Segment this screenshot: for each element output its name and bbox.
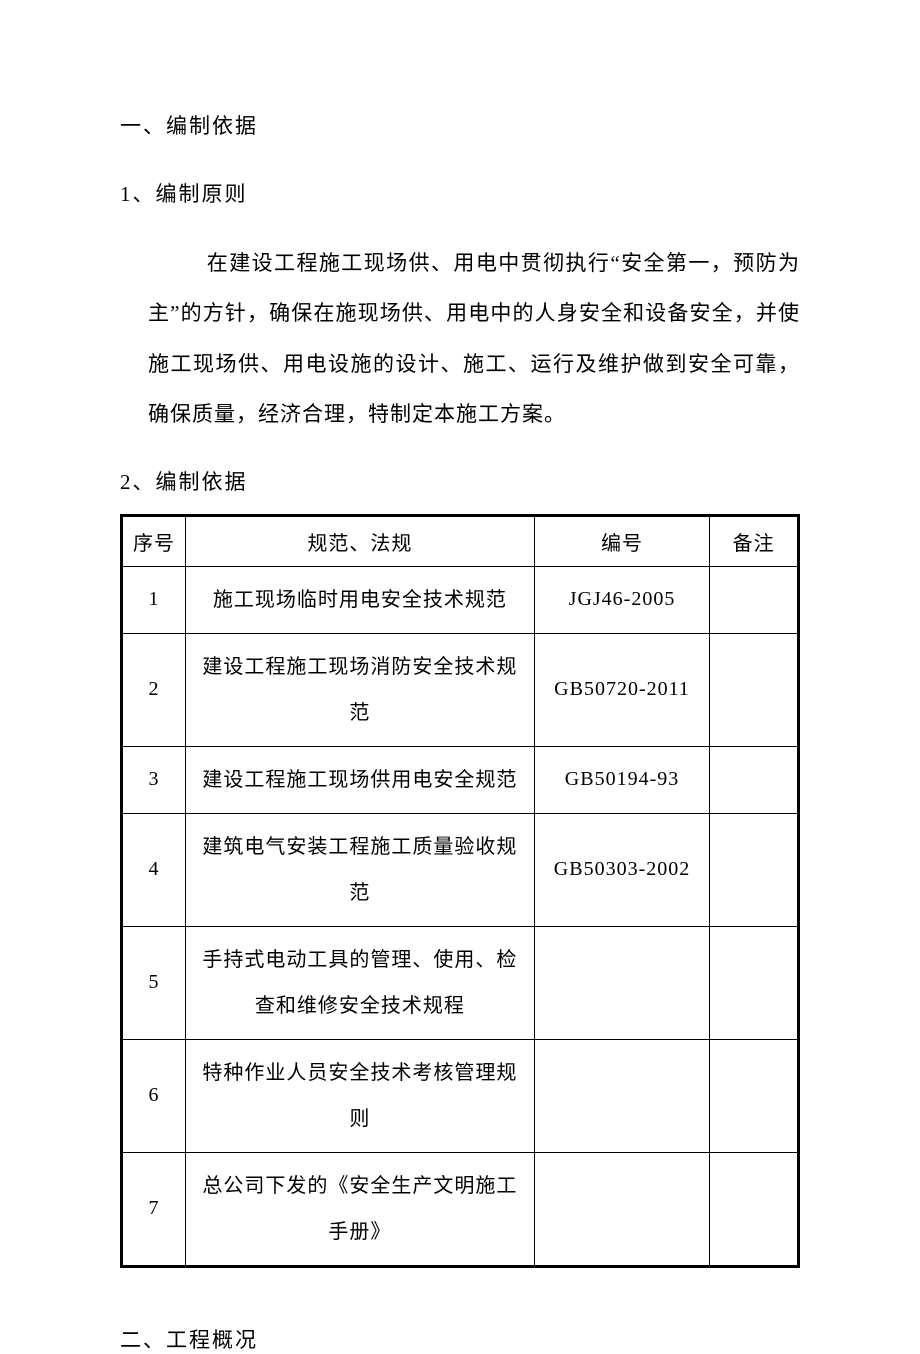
cell-seq: 1 xyxy=(122,566,186,633)
standards-table-wrapper: 序号 规范、法规 编号 备注 1 施工现场临时用电安全技术规范 JGJ46-20… xyxy=(120,514,800,1268)
table-row: 6 特种作业人员安全技术考核管理规则 xyxy=(122,1039,799,1152)
cell-spec: 手持式电动工具的管理、使用、检查和维修安全技术规程 xyxy=(185,926,534,1039)
section-1-title: 一、编制依据 xyxy=(120,110,800,140)
cell-spec: 施工现场临时用电安全技术规范 xyxy=(185,566,534,633)
cell-code: JGJ46-2005 xyxy=(534,566,709,633)
cell-spec: 特种作业人员安全技术考核管理规则 xyxy=(185,1039,534,1152)
cell-code: GB50194-93 xyxy=(534,746,709,813)
cell-seq: 5 xyxy=(122,926,186,1039)
cell-note xyxy=(710,813,799,926)
cell-spec: 总公司下发的《安全生产文明施工手册》 xyxy=(185,1152,534,1266)
cell-seq: 4 xyxy=(122,813,186,926)
cell-note xyxy=(710,746,799,813)
table-row: 3 建设工程施工现场供用电安全规范 GB50194-93 xyxy=(122,746,799,813)
cell-code xyxy=(534,926,709,1039)
cell-seq: 2 xyxy=(122,633,186,746)
cell-note xyxy=(710,566,799,633)
cell-spec: 建设工程施工现场供用电安全规范 xyxy=(185,746,534,813)
col-header-code: 编号 xyxy=(534,515,709,566)
cell-seq: 6 xyxy=(122,1039,186,1152)
cell-code: GB50720-2011 xyxy=(534,633,709,746)
cell-note xyxy=(710,926,799,1039)
cell-code xyxy=(534,1039,709,1152)
table-header-row: 序号 规范、法规 编号 备注 xyxy=(122,515,799,566)
standards-table: 序号 规范、法规 编号 备注 1 施工现场临时用电安全技术规范 JGJ46-20… xyxy=(120,514,800,1268)
cell-code xyxy=(534,1152,709,1266)
subsection-1-paragraph: 在建设工程施工现场供、用电中贯彻执行“安全第一，预防为主”的方针，确保在施现场供… xyxy=(120,238,800,440)
col-header-spec: 规范、法规 xyxy=(185,515,534,566)
table-row: 2 建设工程施工现场消防安全技术规范 GB50720-2011 xyxy=(122,633,799,746)
col-header-note: 备注 xyxy=(710,515,799,566)
cell-note xyxy=(710,1039,799,1152)
table-row: 7 总公司下发的《安全生产文明施工手册》 xyxy=(122,1152,799,1266)
subsection-2-title: 2、编制依据 xyxy=(120,466,800,496)
cell-note xyxy=(710,1152,799,1266)
cell-spec: 建设工程施工现场消防安全技术规范 xyxy=(185,633,534,746)
cell-code: GB50303-2002 xyxy=(534,813,709,926)
table-row: 5 手持式电动工具的管理、使用、检查和维修安全技术规程 xyxy=(122,926,799,1039)
table-row: 4 建筑电气安装工程施工质量验收规范 GB50303-2002 xyxy=(122,813,799,926)
section-2-title: 二、工程概况 xyxy=(120,1324,800,1354)
cell-note xyxy=(710,633,799,746)
cell-seq: 3 xyxy=(122,746,186,813)
subsection-1-title: 1、编制原则 xyxy=(120,178,800,208)
col-header-seq: 序号 xyxy=(122,515,186,566)
table-row: 1 施工现场临时用电安全技术规范 JGJ46-2005 xyxy=(122,566,799,633)
cell-spec: 建筑电气安装工程施工质量验收规范 xyxy=(185,813,534,926)
cell-seq: 7 xyxy=(122,1152,186,1266)
